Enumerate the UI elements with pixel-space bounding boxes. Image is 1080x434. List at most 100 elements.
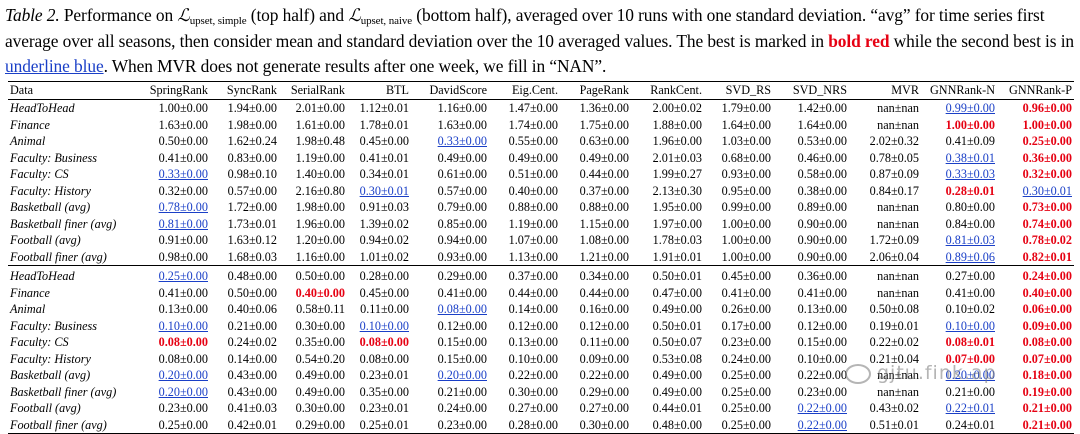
column-header: Eig.Cent. bbox=[489, 81, 560, 100]
result-cell: 0.16±0.00 bbox=[579, 302, 629, 316]
result-cell: 0.21±0.00 bbox=[997, 416, 1074, 434]
result-cell: 0.24±0.00 bbox=[997, 265, 1074, 285]
result-cell: 0.25±0.00 bbox=[704, 416, 773, 434]
table-row: Football finer (avg) 0.25±0.00 0.42±0.01 0.… bbox=[8, 416, 1074, 434]
result-cell: 0.12±0.00 bbox=[437, 318, 487, 333]
result-cell: 0.49±0.00 bbox=[652, 368, 702, 382]
result-cell: 1.78±0.01 bbox=[359, 117, 409, 132]
result-cell: 0.20±0.00 bbox=[158, 368, 208, 382]
result-cell: 1.75±0.00 bbox=[579, 117, 629, 132]
result-cell: 1.79±0.00 bbox=[721, 101, 771, 115]
result-cell: 0.99±0.00 bbox=[721, 200, 771, 214]
result-cell: 0.41±0.00 bbox=[158, 150, 208, 165]
result-cell: 0.49±0.00 bbox=[295, 368, 345, 382]
result-cell: 0.44±0.01 bbox=[652, 401, 702, 415]
result-cell: 0.23±0.00 bbox=[411, 416, 489, 434]
column-header: BTL bbox=[347, 81, 411, 100]
result-cell: 0.22±0.00 bbox=[579, 368, 629, 382]
result-cell: 0.41±0.09 bbox=[945, 134, 995, 148]
result-cell: 0.13±0.00 bbox=[158, 302, 208, 316]
result-cell: 0.34±0.01 bbox=[359, 167, 409, 181]
result-cell: 0.26±0.00 bbox=[721, 302, 771, 316]
result-cell: 0.90±0.00 bbox=[797, 233, 847, 247]
column-header: MVR bbox=[849, 81, 921, 100]
result-cell: 0.21±0.04 bbox=[869, 351, 919, 366]
result-cell: 1.15±0.00 bbox=[579, 216, 629, 231]
result-cell: 1.72±0.09 bbox=[869, 233, 919, 247]
dataset-name: HeadToHead bbox=[10, 101, 75, 115]
watermark-text: gjtu.fink.ap bbox=[877, 362, 997, 384]
result-cell: 0.78±0.00 bbox=[158, 200, 208, 214]
result-cell: 0.44±0.00 bbox=[579, 285, 629, 300]
result-cell: 0.08±0.00 bbox=[437, 302, 487, 316]
result-cell: 0.94±0.02 bbox=[359, 233, 409, 247]
result-cell: 0.38±0.01 bbox=[945, 150, 995, 165]
caption-bold-red: bold red bbox=[828, 31, 890, 51]
watermark: gjtu.fink.ap bbox=[845, 362, 997, 384]
result-cell: 0.35±0.00 bbox=[295, 335, 345, 349]
result-cell: 1.21±0.00 bbox=[579, 249, 629, 264]
result-cell: 0.45±0.00 bbox=[359, 285, 409, 300]
dataset-name: Basketball (avg) bbox=[10, 368, 91, 382]
result-cell: 0.30±0.00 bbox=[295, 401, 345, 415]
result-cell: 0.21±0.00 bbox=[945, 384, 995, 399]
result-cell: 0.30±0.00 bbox=[508, 384, 558, 399]
result-cell: 1.00±0.00 bbox=[1022, 117, 1072, 132]
table-row: Basketball finer (avg) 0.20±0.00 0.43±0.00… bbox=[8, 384, 1074, 401]
result-cell: 0.84±0.17 bbox=[869, 183, 919, 198]
result-cell: 0.36±0.00 bbox=[773, 265, 849, 285]
caption-text-1: Performance on bbox=[59, 5, 178, 25]
caption-text-2: (top half) and bbox=[246, 5, 349, 25]
result-cell: 1.98±0.00 bbox=[227, 117, 277, 132]
result-cell: 0.48±0.00 bbox=[631, 416, 704, 434]
result-cell: 0.35±0.00 bbox=[359, 384, 409, 399]
result-cell: 1.72±0.00 bbox=[227, 200, 277, 214]
result-cell: 0.57±0.00 bbox=[437, 183, 487, 198]
dataset-name: Faculty: CS bbox=[10, 335, 69, 349]
result-cell: 0.33±0.00 bbox=[158, 167, 208, 181]
result-cell: 0.23±0.00 bbox=[158, 401, 208, 415]
result-cell: 0.38±0.00 bbox=[797, 183, 847, 198]
result-cell: 1.96±0.00 bbox=[652, 134, 702, 148]
result-cell: 0.10±0.00 bbox=[158, 318, 208, 333]
result-cell: 1.95±0.00 bbox=[652, 200, 702, 214]
result-cell: 0.81±0.00 bbox=[158, 216, 208, 231]
result-cell: 2.13±0.30 bbox=[652, 183, 702, 198]
result-cell: 0.45±0.00 bbox=[359, 134, 409, 148]
result-cell: 2.00±0.02 bbox=[652, 101, 702, 115]
result-cell: 1.98±0.00 bbox=[295, 200, 345, 214]
result-cell: 0.40±0.00 bbox=[295, 285, 345, 300]
result-cell: 2.01±0.00 bbox=[295, 101, 345, 115]
result-cell: 0.50±0.07 bbox=[652, 335, 702, 349]
result-cell: 0.41±0.00 bbox=[158, 285, 208, 300]
result-cell: 0.49±0.00 bbox=[437, 150, 487, 165]
result-cell: 0.34±0.00 bbox=[560, 265, 631, 285]
result-cell: 1.01±0.02 bbox=[359, 249, 409, 264]
result-cell: 0.23±0.01 bbox=[359, 401, 409, 415]
result-cell: 2.01±0.03 bbox=[652, 150, 702, 165]
result-cell: 1.88±0.00 bbox=[652, 117, 702, 132]
table-row: Faculty: History 0.08±0.00 0.14±0.00 0.54±0… bbox=[8, 351, 1074, 368]
result-cell: nan±nan bbox=[877, 368, 919, 382]
result-cell: 0.11±0.00 bbox=[360, 302, 409, 316]
result-cell: 0.22±0.00 bbox=[797, 401, 847, 415]
result-cell: 0.17±0.00 bbox=[721, 318, 771, 333]
result-cell: 0.23±0.00 bbox=[721, 335, 771, 349]
result-cell: 0.50±0.08 bbox=[869, 302, 919, 316]
result-cell: 0.09±0.00 bbox=[579, 351, 629, 366]
result-cell: 1.73±0.01 bbox=[227, 216, 277, 231]
result-cell: 0.48±0.00 bbox=[210, 265, 279, 285]
result-cell: 0.89±0.06 bbox=[945, 249, 995, 264]
result-cell: 0.74±0.00 bbox=[1022, 216, 1072, 231]
result-cell: 0.11±0.00 bbox=[580, 335, 629, 349]
caption-text-4: while the second best is in bbox=[889, 31, 1075, 51]
result-cell: 0.20±0.00 bbox=[437, 368, 487, 382]
result-cell: 1.47±0.00 bbox=[508, 101, 558, 115]
dataset-name: Football finer (avg) bbox=[8, 416, 140, 434]
result-cell: 1.91±0.01 bbox=[652, 249, 702, 264]
result-cell: 2.02±0.32 bbox=[869, 134, 919, 148]
result-cell: 0.90±0.00 bbox=[797, 249, 847, 264]
result-cell: 0.43±0.00 bbox=[227, 368, 277, 382]
result-cell: nan±nan bbox=[877, 117, 919, 132]
result-cell: 0.27±0.00 bbox=[579, 401, 629, 415]
